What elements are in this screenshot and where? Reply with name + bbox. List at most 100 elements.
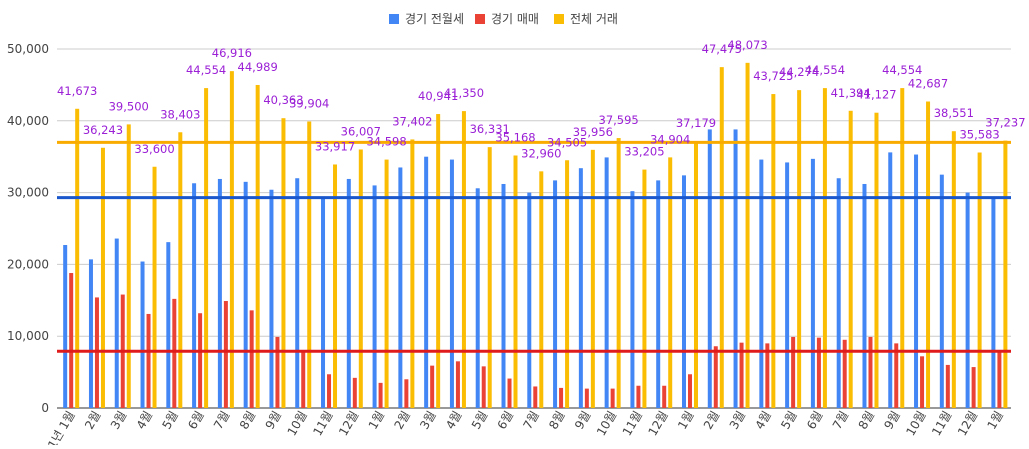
x-tick-label: 5월 bbox=[159, 409, 180, 432]
bar bbox=[681, 175, 686, 408]
bar bbox=[269, 189, 274, 408]
data-label: 41,394 bbox=[831, 86, 871, 100]
x-tick-label: 10월 bbox=[903, 409, 928, 439]
bar bbox=[719, 67, 724, 408]
bar bbox=[636, 385, 641, 408]
x-tick-label: 12월 bbox=[336, 409, 361, 439]
bar bbox=[920, 356, 925, 408]
bar bbox=[797, 90, 802, 409]
x-tick-label: 10월 bbox=[285, 409, 310, 439]
x-tick-label: 12월 bbox=[955, 409, 980, 439]
x-tick-label: 1월 bbox=[985, 409, 1006, 432]
bar bbox=[481, 366, 486, 408]
bar bbox=[848, 110, 853, 408]
bar bbox=[455, 361, 460, 408]
data-label: 48,073 bbox=[727, 38, 767, 52]
bar bbox=[461, 111, 466, 409]
bar bbox=[301, 350, 306, 408]
bar bbox=[991, 196, 996, 408]
data-label: 38,551 bbox=[934, 106, 974, 120]
bar bbox=[816, 337, 821, 408]
y-tick-label: 30,000 bbox=[7, 186, 49, 200]
x-tick-label: 9월 bbox=[881, 409, 902, 432]
data-label: 36,331 bbox=[470, 122, 510, 136]
bar bbox=[346, 178, 351, 408]
x-tick-label: 3월 bbox=[417, 409, 438, 432]
bar bbox=[281, 118, 286, 408]
legend-label: 경기 매매 bbox=[491, 12, 539, 26]
bar bbox=[100, 147, 105, 408]
x-tick-label: 2월 bbox=[392, 409, 413, 432]
x-tick-label: 6월 bbox=[495, 409, 516, 432]
bar bbox=[836, 178, 841, 408]
data-label: 37,179 bbox=[676, 116, 716, 130]
bar bbox=[616, 138, 621, 408]
data-label: 39,904 bbox=[289, 96, 329, 110]
bar bbox=[785, 162, 790, 408]
data-label: 37,595 bbox=[599, 113, 639, 127]
bar bbox=[539, 171, 544, 408]
data-label: 38,403 bbox=[160, 107, 200, 121]
x-tick-label: 5월 bbox=[469, 409, 490, 432]
bar bbox=[1003, 140, 1008, 408]
bar bbox=[307, 121, 312, 408]
legend-label: 경기 전월세 bbox=[405, 12, 464, 26]
x-tick-label: 8월 bbox=[856, 409, 877, 432]
bar bbox=[204, 88, 209, 408]
bar bbox=[578, 168, 583, 408]
bar bbox=[862, 183, 867, 408]
bar bbox=[372, 185, 377, 408]
legend-item: 경기 전월세 bbox=[389, 12, 464, 26]
x-tick-label: 11월 bbox=[310, 409, 335, 439]
bar bbox=[75, 108, 80, 409]
data-label: 37,402 bbox=[392, 114, 432, 128]
bar bbox=[604, 157, 609, 408]
x-tick-label: 7월 bbox=[830, 409, 851, 432]
data-label: 34,505 bbox=[547, 135, 587, 149]
x-tick-label: 6월 bbox=[804, 409, 825, 432]
x-tick-label: 4월 bbox=[752, 409, 773, 432]
bar bbox=[693, 141, 698, 408]
bar bbox=[739, 342, 744, 408]
data-label: 33,205 bbox=[624, 145, 664, 159]
data-label: 42,687 bbox=[908, 77, 948, 91]
bar bbox=[662, 385, 667, 408]
chart-legend: 경기 전월세 경기 매매 전체 거래 bbox=[389, 12, 618, 26]
bar bbox=[977, 152, 982, 408]
x-tick-label: 5월 bbox=[778, 409, 799, 432]
data-label: 47,475 bbox=[702, 42, 742, 56]
bar bbox=[565, 160, 570, 408]
bar bbox=[255, 84, 260, 409]
x-tick-label: 3월 bbox=[727, 409, 748, 432]
bar bbox=[945, 364, 950, 408]
bar bbox=[404, 379, 409, 408]
x-tick-label: 8월 bbox=[237, 409, 258, 432]
x-tick-label: 6월 bbox=[185, 409, 206, 432]
bar bbox=[327, 374, 332, 408]
x-tick-label: 10월 bbox=[594, 409, 619, 439]
bar bbox=[584, 388, 589, 408]
bar bbox=[971, 367, 976, 408]
bar bbox=[358, 149, 363, 409]
x-axis: 1년 1월 2월 3월 4월 5월 6월 7월 8월 9월 10월 11월 12월 1월 2월 3월 4월 5월… bbox=[45, 409, 1006, 449]
data-label: 40,941 bbox=[418, 89, 458, 103]
data-label: 44,274 bbox=[779, 65, 819, 79]
chart-bars bbox=[63, 62, 1008, 409]
bar bbox=[126, 124, 131, 408]
data-label: 33,600 bbox=[134, 142, 174, 156]
bar bbox=[223, 301, 228, 408]
y-axis: 0 10,000 20,000 30,000 40,000 50,000 bbox=[7, 42, 49, 415]
legend-item: 전체 거래 bbox=[554, 12, 618, 26]
data-label: 35,168 bbox=[495, 130, 535, 144]
data-label: 44,554 bbox=[805, 63, 845, 77]
data-label: 39,500 bbox=[109, 99, 149, 113]
bar bbox=[810, 158, 815, 408]
x-tick-label: 7월 bbox=[520, 409, 541, 432]
y-tick-label: 10,000 bbox=[7, 329, 49, 343]
bar bbox=[449, 159, 454, 408]
bar bbox=[914, 154, 919, 408]
legend-swatch bbox=[389, 14, 399, 24]
bar bbox=[69, 273, 74, 408]
bar bbox=[249, 310, 254, 408]
